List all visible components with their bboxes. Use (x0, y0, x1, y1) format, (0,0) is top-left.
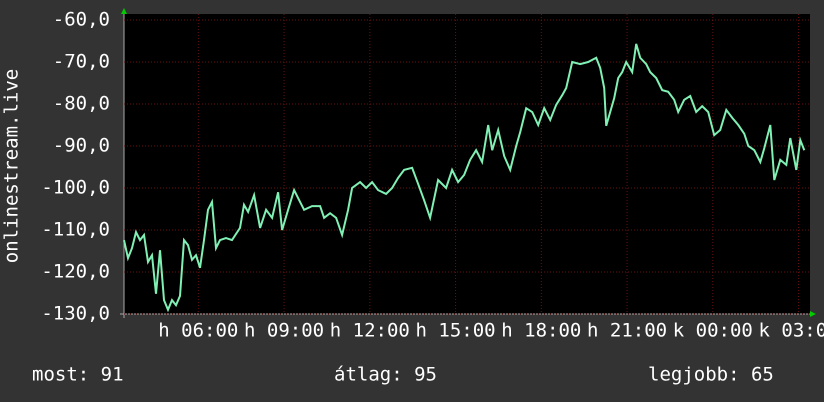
x-tick-label: h 21:00 (587, 320, 667, 342)
y-tick-label: -80,0 (53, 93, 110, 115)
y-tick-label: -60,0 (53, 9, 110, 31)
y-arrow (121, 8, 127, 14)
y-axis-title: onlinestream.live (1, 69, 23, 263)
x-tick-label: k 00:00 (673, 320, 753, 342)
y-tick-label: -120,0 (41, 261, 110, 283)
y-tick-label: -130,0 (41, 303, 110, 325)
x-arrow (810, 311, 816, 317)
x-tick-label: h 09:00 (244, 320, 324, 342)
stat-best: legjobb: 65 (648, 364, 774, 386)
data-line (123, 43, 806, 313)
x-tick-label: h 12:00 (330, 320, 410, 342)
y-tick-label: -100,0 (41, 177, 110, 199)
stat-current: most: 91 (32, 364, 124, 386)
x-tick-label: k 03:00 (759, 320, 824, 342)
x-tick-label: h 15:00 (416, 320, 496, 342)
stat-average: átlag: 95 (334, 364, 437, 386)
y-tick-label: -70,0 (53, 51, 110, 73)
y-tick-label: -110,0 (41, 219, 110, 241)
plot-area (124, 14, 810, 314)
x-tick-label: h 18:00 (501, 320, 581, 342)
x-tick-label: h 06:00 (158, 320, 238, 342)
y-tick-label: -90,0 (53, 135, 110, 157)
